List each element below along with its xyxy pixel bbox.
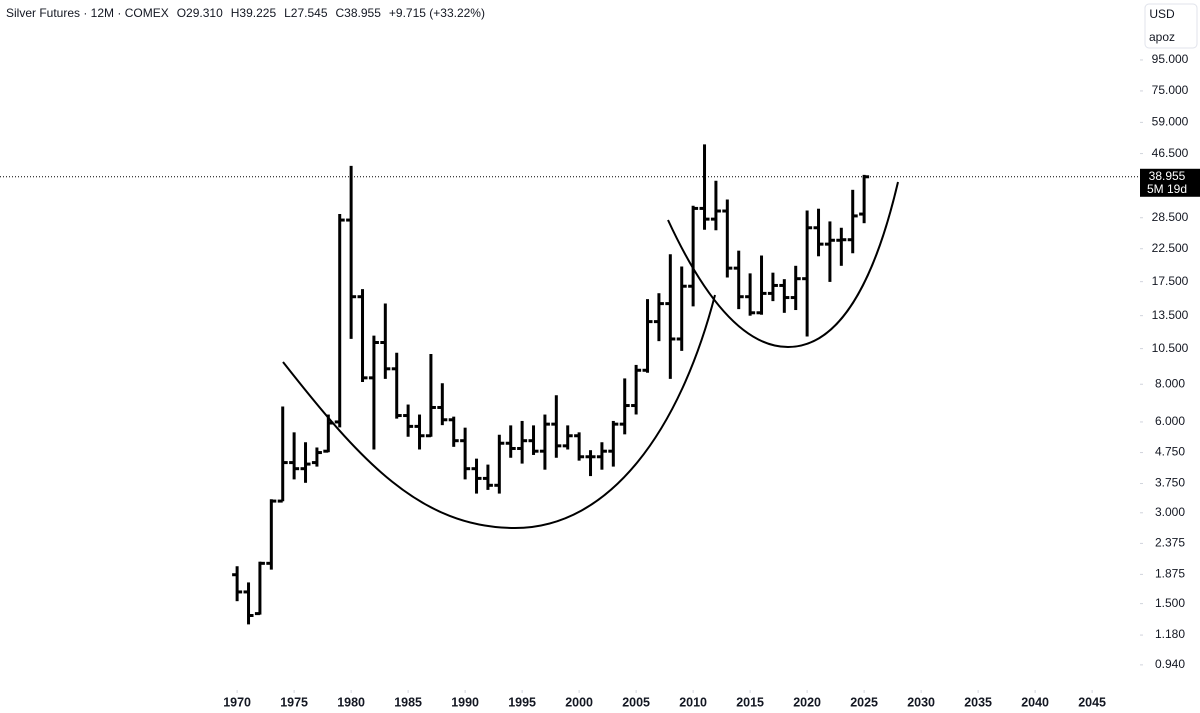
x-tick-label: 2040 (1021, 695, 1049, 709)
x-tick-label: 1990 (451, 695, 479, 709)
x-tick-label: 1980 (337, 695, 365, 709)
x-tick-label: 1985 (394, 695, 422, 709)
x-tick-label: 2025 (850, 695, 878, 709)
y-tick-label: 1.875 (1155, 567, 1185, 581)
currency[interactable]: USD (1149, 7, 1175, 21)
y-tick-label: 75.000 (1152, 83, 1189, 97)
header-item: C38.955 (336, 6, 382, 20)
last-price-label: 38.955 (1149, 169, 1186, 183)
y-tick-label: 0.940 (1155, 657, 1185, 671)
x-tick-label: 2015 (736, 695, 764, 709)
y-tick-label: 1.180 (1155, 627, 1185, 641)
cup-curve (282, 294, 716, 530)
y-tick-label: 4.750 (1155, 445, 1185, 459)
y-tick-label: 28.500 (1152, 210, 1189, 224)
header-item: H39.225 (231, 6, 277, 20)
x-tick-label: 2045 (1078, 695, 1106, 709)
chart-header: Silver Futures · 12M · COMEX O29.310 H39.2… (6, 6, 485, 20)
y-tick-label: 3.000 (1155, 505, 1185, 519)
y-tick-label: 46.500 (1152, 146, 1189, 160)
x-tick-label: 2000 (565, 695, 593, 709)
y-tick-label: 59.000 (1152, 115, 1189, 129)
header-item: Silver Futures · 12M · COMEX (6, 6, 169, 20)
countdown-label: 5M 19d (1147, 182, 1187, 196)
header-item: L27.545 (284, 6, 328, 20)
last-price-box (1140, 168, 1200, 197)
y-tick-label: 10.500 (1152, 341, 1189, 355)
x-tick-label: 1975 (280, 695, 308, 709)
header-item: +9.715 (+33.22%) (389, 6, 485, 20)
y-tick-label: 3.750 (1155, 476, 1185, 490)
x-tick-label: 1970 (223, 695, 251, 709)
x-tick-label: 2035 (964, 695, 992, 709)
y-tick-label: 1.500 (1155, 596, 1185, 610)
header-item: O29.310 (177, 6, 223, 20)
handle-curve (667, 181, 899, 349)
x-tick-label: 2010 (679, 695, 707, 709)
y-tick-label: 17.500 (1152, 274, 1189, 288)
x-tick-label: 2005 (622, 695, 650, 709)
currency-box[interactable] (1144, 3, 1198, 49)
pattern-drawing (282, 181, 899, 530)
y-tick-label: 8.000 (1155, 376, 1185, 390)
x-tick-label: 2030 (907, 695, 935, 709)
y-tick-label: 22.500 (1152, 241, 1189, 255)
x-tick-label: 1995 (508, 695, 536, 709)
y-tick-label: 6.000 (1155, 414, 1185, 428)
x-tick-label: 2020 (793, 695, 821, 709)
y-tick-label: 13.500 (1152, 308, 1189, 322)
scale-mode[interactable]: apoz (1149, 30, 1175, 44)
y-tick-label: 2.375 (1155, 536, 1185, 550)
y-tick-label: 95.000 (1152, 52, 1189, 66)
